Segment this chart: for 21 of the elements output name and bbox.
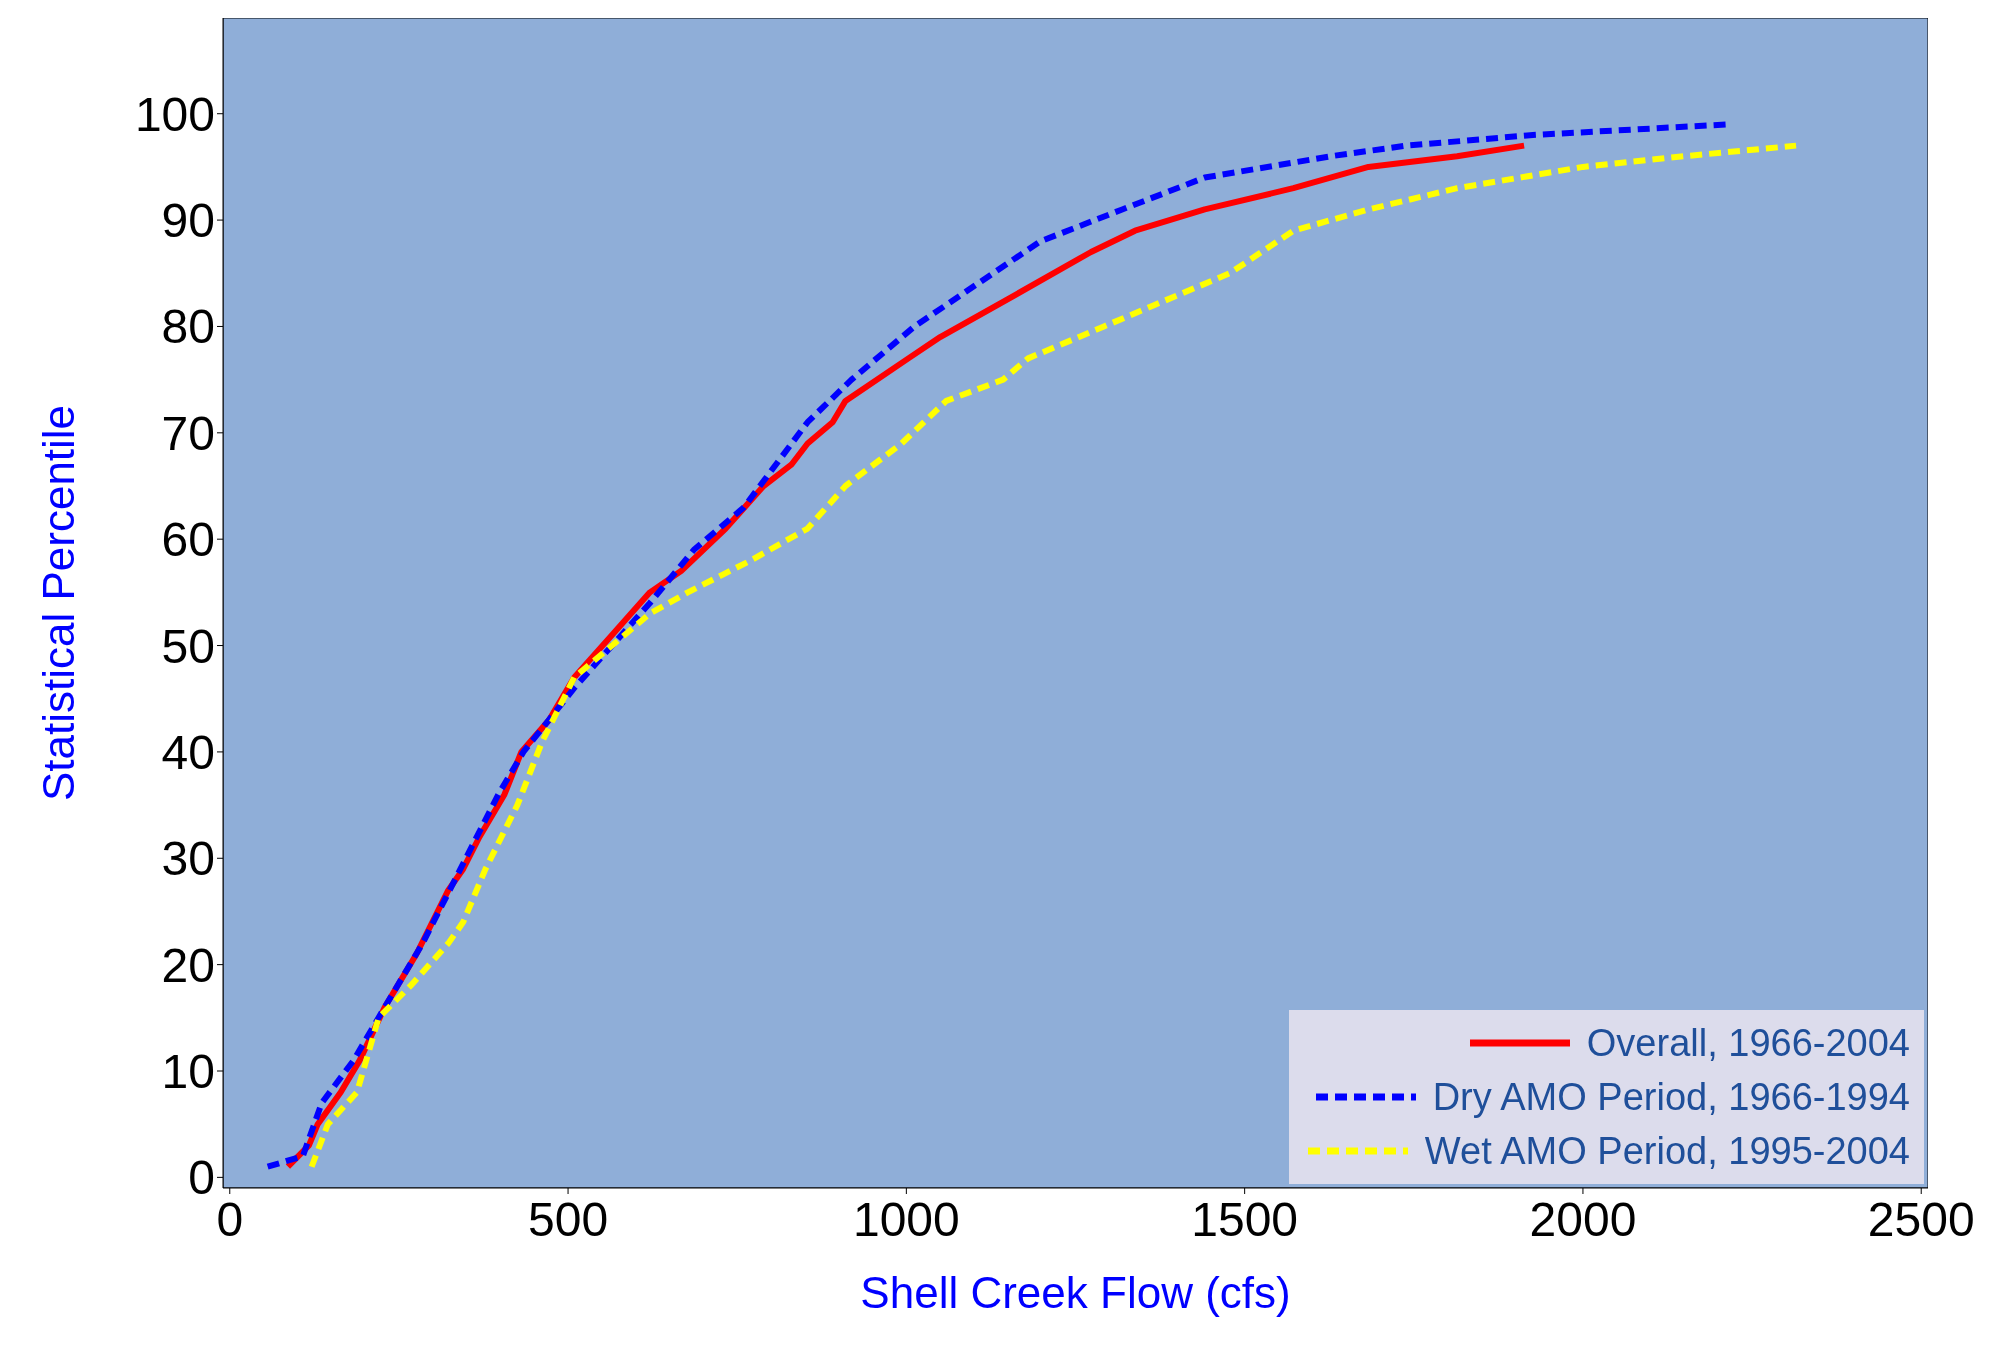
- y-tick-label: 60: [161, 513, 215, 567]
- y-tick-label: 30: [161, 832, 215, 886]
- x-tick-label: 1500: [1191, 1193, 1299, 1247]
- y-tick-label: 100: [134, 87, 215, 141]
- x-tick-label: 2500: [1867, 1193, 1975, 1247]
- y-tick-label: 50: [161, 619, 215, 673]
- y-tick-label: 70: [161, 406, 215, 460]
- x-tick-label: 2000: [1529, 1193, 1637, 1247]
- legend-label: Overall, 1966-2004: [1586, 1021, 1910, 1065]
- y-tick-label: 10: [161, 1045, 215, 1099]
- x-tick-label: 1000: [852, 1193, 960, 1247]
- x-tick-label: 500: [528, 1193, 609, 1247]
- y-axis-title: Statistical Percentile: [33, 404, 83, 802]
- legend-label: Dry AMO Period, 1966-1994: [1432, 1075, 1910, 1119]
- x-axis-title: Shell Creek Flow (cfs): [860, 1268, 1291, 1317]
- y-tick-label: 0: [188, 1151, 215, 1205]
- y-tick-label: 90: [161, 194, 215, 248]
- y-tick-label: 80: [161, 300, 215, 354]
- y-tick-label: 40: [161, 725, 215, 779]
- legend-label: Wet AMO Period, 1995-2004: [1424, 1129, 1910, 1173]
- y-tick-label: 20: [161, 938, 215, 992]
